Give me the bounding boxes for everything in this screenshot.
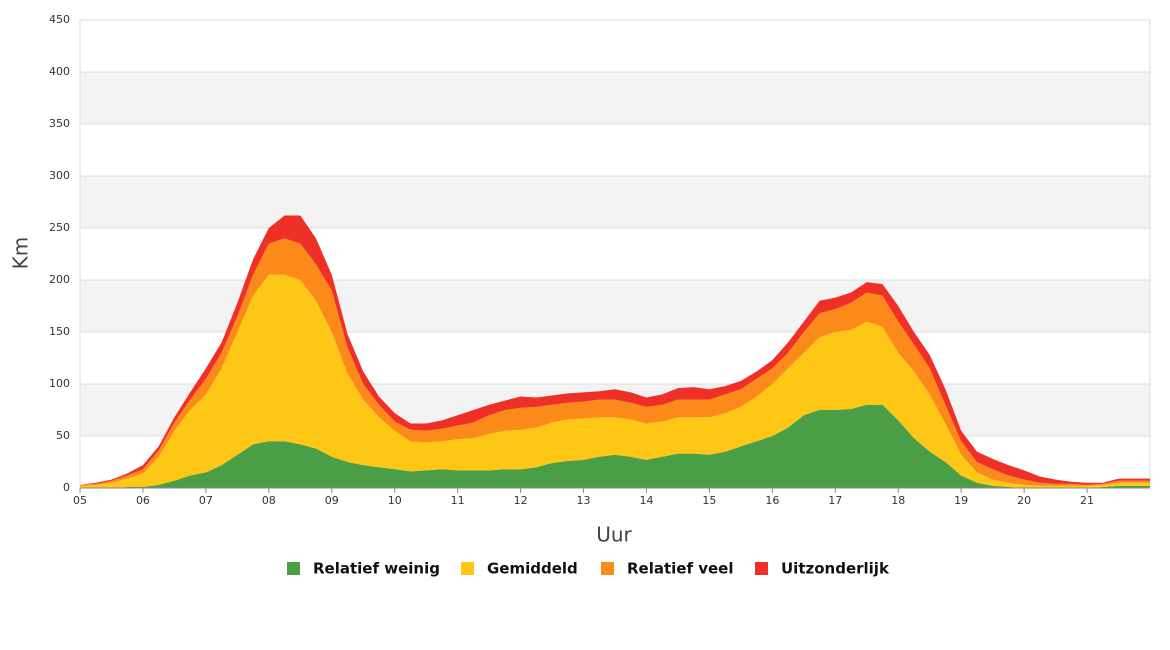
y-tick-label: 400 (49, 65, 70, 78)
x-tick-label: 17 (828, 494, 842, 507)
x-axis-title: Uur (596, 523, 632, 547)
y-tick-label: 150 (49, 325, 70, 338)
legend-swatch (461, 562, 474, 575)
legend-label: Gemiddeld (487, 560, 578, 578)
y-tick-label: 300 (49, 169, 70, 182)
legend-label: Relatief veel (627, 560, 734, 578)
grid-band (80, 72, 1150, 124)
legend-swatch (755, 562, 768, 575)
x-tick-label: 18 (891, 494, 905, 507)
area (80, 274, 1150, 488)
legend-swatch (601, 562, 614, 575)
x-tick-label: 15 (702, 494, 716, 507)
y-tick-label: 50 (56, 429, 70, 442)
legend-label: Uitzonderlijk (781, 560, 890, 578)
area (80, 238, 1150, 486)
legend-swatch (287, 562, 300, 575)
x-tick-label: 12 (514, 494, 528, 507)
x-tick-label: 05 (73, 494, 87, 507)
x-tick-label: 11 (451, 494, 465, 507)
x-tick-label: 06 (136, 494, 150, 507)
x-tick-label: 10 (388, 494, 402, 507)
y-tick-label: 450 (49, 13, 70, 26)
y-tick-label: 200 (49, 273, 70, 286)
x-tick-label: 09 (325, 494, 339, 507)
x-tick-label: 16 (765, 494, 779, 507)
y-tick-label: 100 (49, 377, 70, 390)
y-axis-title: Km (9, 237, 33, 270)
x-tick-label: 21 (1080, 494, 1094, 507)
grid-band (80, 176, 1150, 228)
y-tick-label: 0 (63, 481, 70, 494)
x-tick-label: 19 (954, 494, 968, 507)
x-tick-label: 08 (262, 494, 276, 507)
x-tick-label: 07 (199, 494, 213, 507)
y-tick-label: 350 (49, 117, 70, 130)
x-tick-label: 13 (577, 494, 591, 507)
x-tick-label: 14 (639, 494, 653, 507)
x-tick-label: 20 (1017, 494, 1031, 507)
legend-label: Relatief weinig (313, 560, 440, 578)
area (80, 404, 1150, 488)
y-tick-label: 250 (49, 221, 70, 234)
